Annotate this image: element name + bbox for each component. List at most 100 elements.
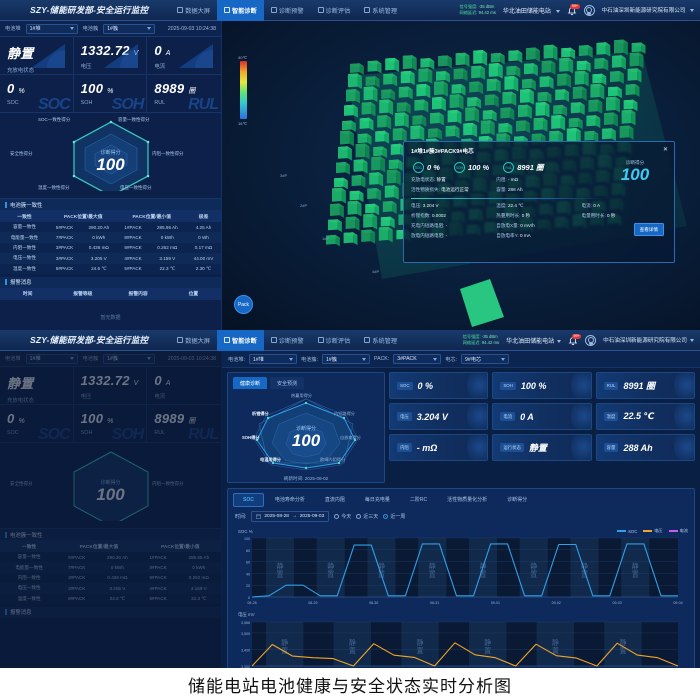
nav-item-datascreen[interactable]: 数据大屏 (170, 330, 217, 351)
consistency-radar-chart: 诊断得分 100 SOC一致性得分 容量一致性得分 内阻一致性得分 电压一致性得… (0, 113, 221, 199)
metric-current: 电流 0 A (492, 403, 592, 430)
nav-item-diagnose[interactable]: 智能诊断 (217, 0, 264, 21)
stack-select[interactable]: 1#堆 (25, 23, 78, 34)
radar-center: 诊断得分 100 (292, 425, 320, 449)
decor-arrow-icon (104, 44, 139, 68)
tab-dc-resistance[interactable]: 直流内阻 (324, 497, 345, 503)
cluster-label: 电池簇 (82, 26, 99, 32)
tab-health-diagnosis[interactable]: 健康诊断 (233, 377, 268, 389)
metric-tag: 内阻 (397, 443, 412, 452)
radar-center-label: 诊断得分 (295, 426, 316, 432)
tab-life-analysis[interactable]: 电池寿命分析 (274, 497, 305, 503)
calendar-icon (256, 514, 262, 519)
svg-text:置: 置 (632, 571, 639, 579)
battery-3d-view[interactable]: 40℃ 16℃ Pack 3#P 2#P 1#P 4#P 1#堆1#簇3#PAC… (222, 21, 700, 330)
corp-name[interactable]: 中石油深圳新能源研究院有限公司 (603, 336, 694, 344)
tab-active-material[interactable]: 活性物质量化分析 (447, 497, 488, 503)
kpi-charge-state: 静置 充放电状态 (0, 367, 74, 405)
date-range-picker[interactable]: 2025-08-28 → 2025-09-03 (251, 511, 330, 522)
radar-center-label: 诊断得分 (100, 150, 121, 156)
station-selector[interactable]: 华北油田储能电站 (503, 6, 560, 15)
metric-capacity: 容量 288 Ah (595, 434, 695, 461)
cell-detail-popup[interactable]: 1#堆1#簇3#PACK9#电芯 ✕ SOC 0 % SOH 100 % RUL… (403, 141, 675, 263)
chevron-down-icon (147, 27, 152, 30)
cluster-select[interactable]: 1#簇 (103, 23, 156, 34)
main-nav: 数据大屏 智能诊断 诊断预警 诊断评估 系统管理 (170, 0, 404, 21)
chevron-down-icon (557, 339, 562, 343)
colorbar-min-label: 16℃ (238, 121, 247, 126)
cell-select[interactable]: 9#电芯 (461, 354, 510, 364)
chevron-down-icon (555, 9, 560, 13)
svg-text:静: 静 (632, 562, 639, 571)
metric-soc: SOC 0 % (389, 372, 489, 399)
metric-tag: 容量 (603, 443, 619, 452)
col-max: PACK位置/最大值 (49, 210, 118, 222)
stack-select[interactable]: 1#堆 (249, 354, 298, 364)
kpi-charge-state: 静置 充放电状态 (0, 37, 74, 75)
consistency-radar-dim: 诊断得分 100 安全性得分 内阻一致性得分 (0, 443, 221, 529)
screen-icon (177, 7, 184, 13)
kpi-value: 100 % (80, 81, 114, 96)
dimmed-left-panel: 电池堆 1#堆 电池簇 1#簇 2025-09-03 10:24:38 静置 充… (0, 351, 222, 668)
avatar[interactable] (583, 4, 595, 16)
date-arrow: → (291, 514, 297, 519)
nav-item-warning[interactable]: 诊断预警 (264, 0, 311, 21)
metric-soh: SOH 100 % (492, 372, 592, 399)
popup-kv-row: 充电内短路电阻: - 自放电X量: 0 mV/h (411, 222, 535, 228)
kpi-current: 0 A 电流 (147, 37, 221, 75)
notification-bell-button[interactable]: 99+ (568, 333, 582, 346)
kpi-label: RUL (154, 100, 166, 106)
kpi-voltage: 1332.72 V 电压 (73, 37, 148, 75)
tab-safety-prediction[interactable]: 安全预测 (270, 377, 305, 389)
nav-item-assess[interactable]: 诊断评估 (311, 330, 358, 351)
notification-bell-button[interactable]: 99+ (567, 3, 580, 16)
metric-tag: 温度 (603, 412, 619, 421)
radio-today[interactable]: 今天 (334, 513, 351, 520)
kpi-label: 电压 (80, 64, 92, 70)
metric-tag: RUL (603, 381, 619, 390)
station-selector[interactable]: 华北油田储能电站 (506, 336, 562, 345)
close-icon[interactable]: ✕ (662, 147, 668, 153)
stack-select[interactable]: 1#堆 (25, 353, 78, 364)
analysis-tabs: SOC 电池寿命分析 直流内阻 每日充电量 二阶RC 活性物质量化分析 诊断得分 (228, 489, 694, 507)
assess-icon (317, 7, 324, 13)
chevron-down-icon (690, 339, 694, 342)
consistency-table-dim: 一致性 PACK位置/最大值 PACK位置/最小值 容量一致性 5#PACK 290… (0, 540, 221, 604)
pack-tag: 2#P (300, 203, 308, 208)
metric-temperature: 温度 22.5 ℃ (595, 403, 695, 430)
tab-daily-charge[interactable]: 每日充电量 (364, 497, 390, 503)
nav-item-system[interactable]: 系统管理 (357, 330, 404, 351)
tab-soc[interactable]: SOC (233, 493, 264, 507)
cluster-select[interactable]: 1#簇 (322, 354, 371, 364)
radar-axis-label: 欧姆内阻得分 (320, 457, 346, 462)
chevron-down-icon (501, 357, 506, 361)
kpi-grid: 静置 充放电状态 1332.72 V 电压 (0, 37, 221, 113)
tab-diagnosis-score[interactable]: 诊断得分 (507, 497, 528, 503)
radar-axis-label: 自放电得分 (340, 435, 361, 440)
radio-dot (334, 514, 340, 519)
delay-label: 网络延迟: (459, 10, 478, 15)
pack-button[interactable]: Pack (234, 295, 253, 314)
table-row: 温度一致性 8#PACK 24.6 ℃ 5#PACK 22.3 ℃ 2.30 ℃ (0, 263, 221, 274)
radio-week[interactable]: 近一周 (383, 513, 405, 520)
avatar[interactable] (585, 334, 597, 346)
nav-item-diagnose[interactable]: 智能诊断 (217, 330, 264, 351)
cluster-select[interactable]: 1#簇 (103, 353, 156, 364)
corp-name[interactable]: 中石油深圳新能源研究院有限公司 (602, 6, 694, 14)
radar-center: 诊断得分 100 (96, 480, 125, 504)
popup-soh: SOH 100 % (453, 162, 489, 173)
nav-item-system[interactable]: 系统管理 (357, 0, 404, 21)
radio-3days[interactable]: 近三天 (356, 513, 378, 520)
chart-legend: SOC 电压 电流 (617, 528, 688, 534)
view-detail-button[interactable]: 查看详情 (633, 223, 664, 236)
svg-text:置: 置 (552, 647, 559, 655)
tab-second-order-rc[interactable]: 二阶RC (409, 497, 428, 503)
pack-select[interactable]: 3#PACK (393, 354, 442, 364)
nav-label: 数据大屏 (185, 7, 211, 15)
svg-text:08-28: 08-28 (247, 601, 256, 605)
nav-item-assess[interactable]: 诊断评估 (311, 0, 358, 21)
nav-item-datascreen[interactable]: 数据大屏 (170, 0, 217, 21)
nav-item-warning[interactable]: 诊断预警 (264, 330, 311, 351)
